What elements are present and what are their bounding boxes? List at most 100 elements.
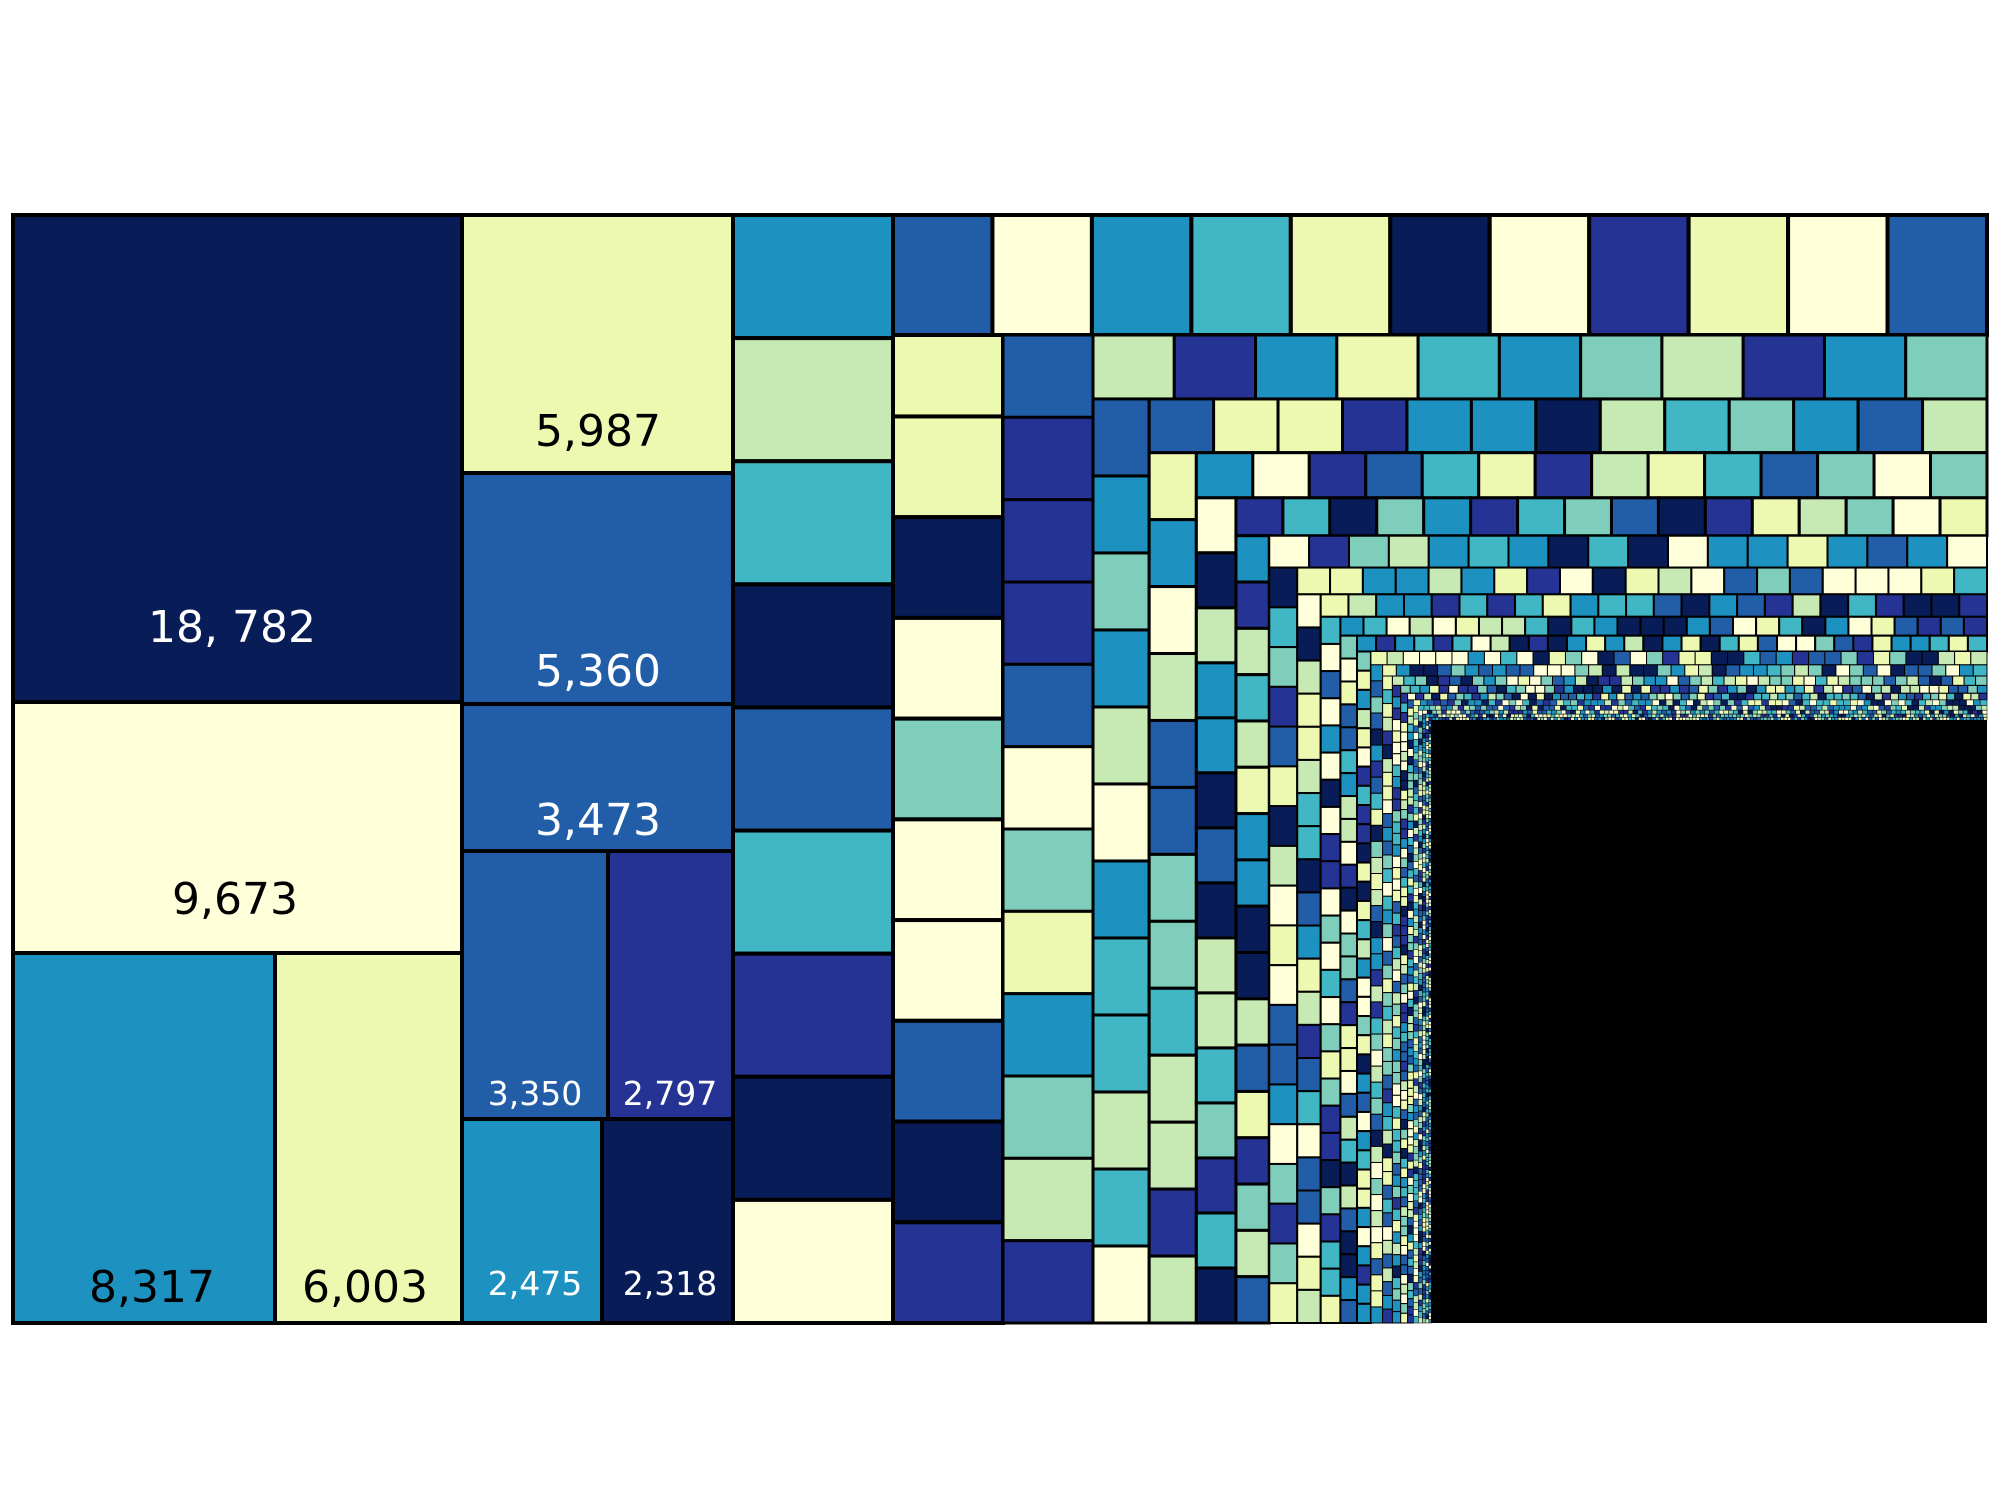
treemap-cell	[1319, 941, 1342, 971]
treemap-cell	[1405, 397, 1473, 455]
treemap-cell	[1422, 1039, 1427, 1046]
treemap-cell	[1491, 664, 1507, 677]
treemap-cell	[1958, 705, 1965, 711]
treemap-cell	[1355, 1283, 1372, 1305]
treemap-cell	[1355, 1206, 1372, 1229]
treemap-cell	[1719, 717, 1724, 721]
treemap-cell	[1643, 664, 1658, 677]
treemap-cell	[1972, 664, 1988, 677]
treemap-cell	[1422, 1317, 1427, 1324]
treemap-cell	[1699, 709, 1705, 715]
treemap-cell	[1413, 868, 1419, 876]
treemap-cell	[1425, 995, 1430, 1001]
treemap-cell	[1403, 675, 1416, 686]
treemap-cell	[1474, 713, 1479, 718]
treemap-cell	[1938, 496, 1989, 538]
treemap-cell	[1422, 1063, 1427, 1070]
treemap-cell	[1407, 917, 1414, 928]
treemap-cell	[1428, 726, 1432, 731]
treemap-cell	[1407, 1314, 1414, 1324]
treemap-cell	[1418, 835, 1423, 843]
treemap-cell	[1400, 857, 1409, 869]
treemap-cell	[1590, 699, 1599, 706]
treemap-cell	[1400, 847, 1409, 859]
treemap-cell	[1472, 717, 1477, 721]
treemap-cell	[1319, 1213, 1342, 1243]
treemap-cell	[1533, 717, 1538, 721]
treemap-cell	[1516, 717, 1521, 721]
treemap-cell	[1407, 1290, 1414, 1300]
treemap-cell	[1422, 943, 1427, 950]
treemap-cell	[1147, 585, 1198, 656]
treemap-cell	[1776, 705, 1783, 711]
treemap-cell	[1428, 916, 1432, 921]
treemap-cell	[1821, 566, 1857, 596]
treemap-cell	[1929, 709, 1935, 715]
treemap-cell	[1418, 1173, 1423, 1181]
treemap-cell	[1091, 628, 1151, 709]
treemap-cell	[1385, 615, 1411, 637]
treemap-cell	[1533, 664, 1548, 677]
treemap-cell	[1437, 675, 1451, 686]
treemap-cell	[1001, 1239, 1095, 1325]
treemap-cell	[1752, 709, 1758, 715]
treemap-cell	[1147, 1053, 1198, 1124]
treemap-cell	[1418, 887, 1423, 894]
treemap-cell	[1428, 1227, 1432, 1232]
treemap-cell	[1339, 726, 1358, 752]
treemap-cell	[1425, 943, 1430, 948]
treemap-cell	[1712, 713, 1717, 718]
treemap-cell	[1502, 713, 1507, 718]
treemap-cell	[1425, 1270, 1430, 1275]
treemap-cell	[1514, 713, 1519, 718]
treemap-cell	[1428, 1217, 1432, 1222]
treemap-cell	[1413, 1098, 1419, 1107]
treemap-cell	[1428, 1024, 1432, 1029]
treemap-cell	[1707, 684, 1719, 694]
treemap-cell	[1712, 675, 1725, 686]
treemap-cell	[1418, 721, 1423, 728]
treemap-cell	[891, 817, 1005, 923]
cell-value-label: 5,360	[535, 646, 661, 697]
treemap-cell	[1296, 891, 1322, 927]
treemap-cell	[1425, 789, 1430, 795]
treemap-cell	[1428, 791, 1432, 795]
treemap-cell	[1761, 709, 1768, 715]
treemap-cell	[1400, 779, 1409, 791]
treemap-cell	[1759, 451, 1820, 500]
treemap-cell	[1867, 709, 1873, 715]
treemap-cell	[1413, 1051, 1419, 1059]
treemap-cell	[1418, 767, 1423, 774]
treemap-cell	[1422, 867, 1427, 873]
treemap-cell	[1544, 684, 1555, 694]
treemap-cell	[1582, 705, 1590, 711]
treemap-cell	[1391, 1049, 1402, 1062]
treemap-cell	[1431, 692, 1441, 701]
treemap-cell	[1737, 709, 1744, 715]
treemap-cell	[1370, 1242, 1384, 1260]
treemap-cell	[1570, 699, 1578, 706]
treemap-cell	[1391, 1015, 1402, 1028]
treemap-cell	[891, 414, 1005, 520]
treemap-cell	[1418, 1156, 1423, 1163]
treemap-cell	[1428, 1299, 1432, 1303]
treemap-cell	[1579, 713, 1584, 718]
treemap-cell	[1425, 793, 1430, 799]
treemap-cell	[1938, 713, 1943, 718]
treemap-cell	[1591, 566, 1627, 596]
treemap-cell	[1001, 992, 1095, 1078]
treemap-cell	[1546, 717, 1551, 721]
treemap-cell	[1607, 717, 1612, 721]
treemap-cell	[1967, 709, 1973, 715]
treemap-cell	[1857, 699, 1865, 706]
treemap-cell	[1795, 709, 1801, 715]
treemap-cell	[1400, 1235, 1409, 1246]
treemap-cell	[1428, 1045, 1432, 1049]
treemap-cell	[1428, 1255, 1432, 1259]
treemap-cell	[1526, 566, 1561, 596]
treemap-cell	[1428, 1282, 1432, 1286]
treemap-cell	[1593, 615, 1619, 637]
treemap-cell	[1355, 842, 1372, 864]
treemap-cell	[1967, 684, 1978, 694]
treemap-cell	[1391, 1163, 1402, 1176]
